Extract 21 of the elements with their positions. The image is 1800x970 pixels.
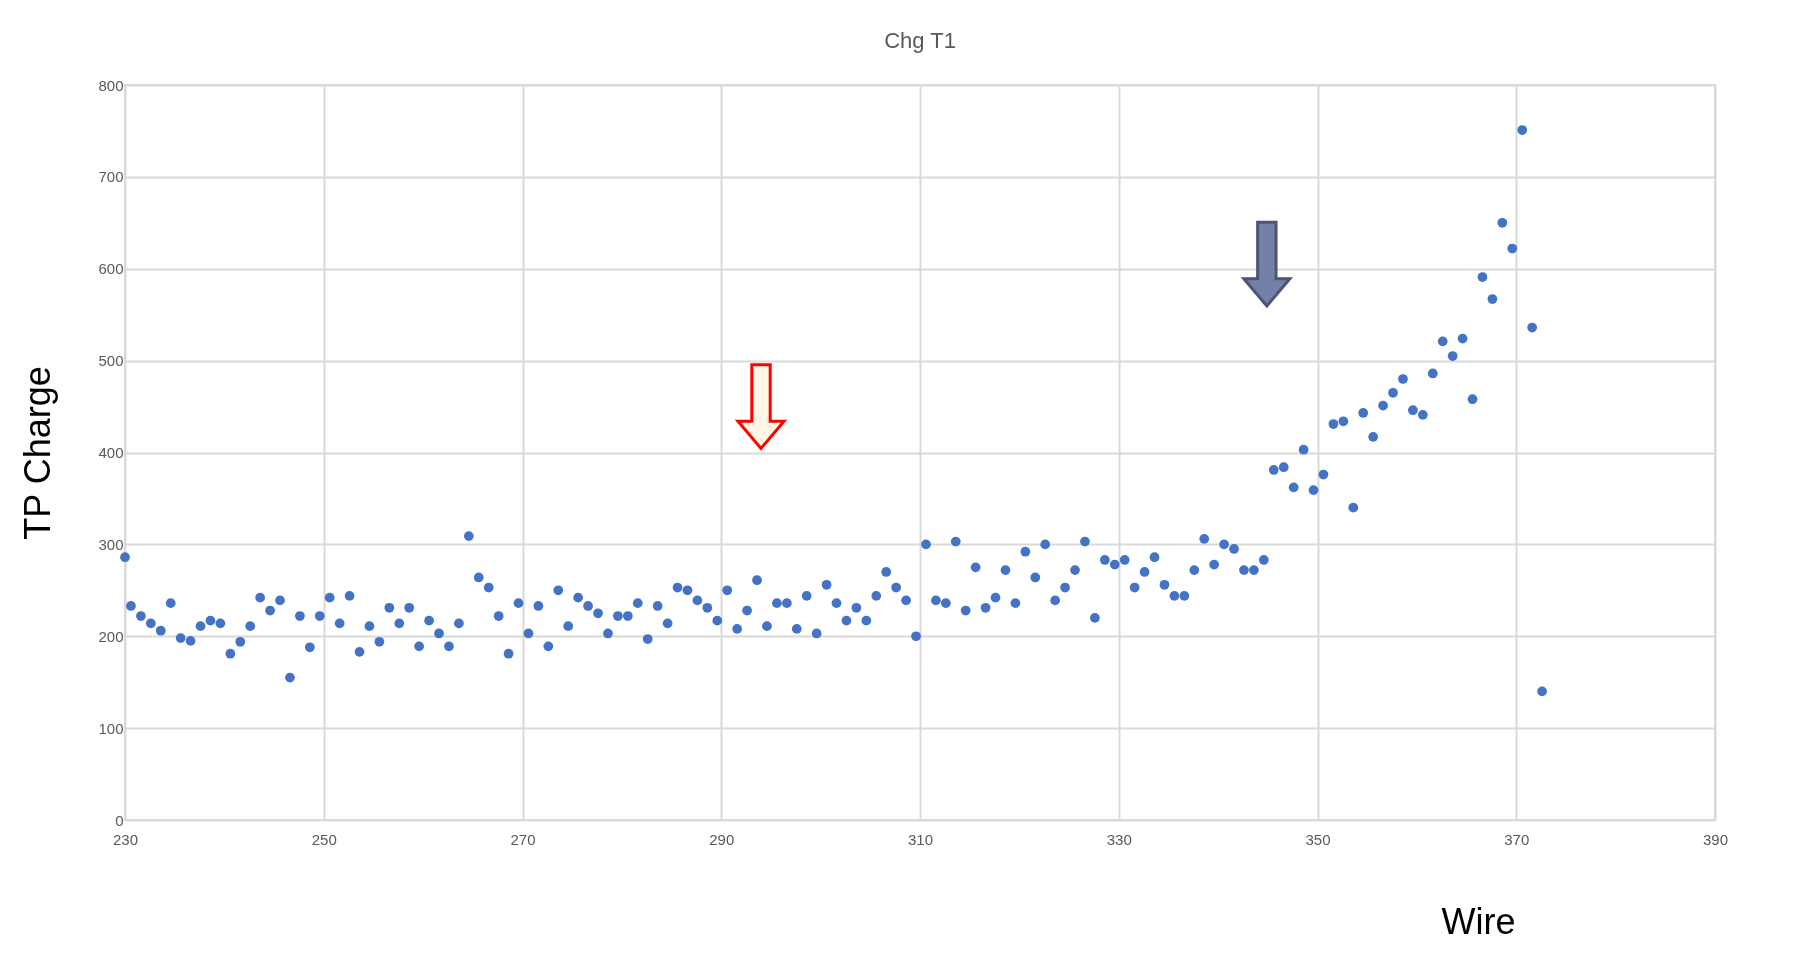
x-tick-label: 290 bbox=[709, 830, 735, 848]
x-tick-label: 330 bbox=[1106, 830, 1132, 848]
chart-title: Chg T1 bbox=[884, 28, 956, 53]
y-tick-label: 0 bbox=[115, 811, 124, 829]
x-tick-label: 250 bbox=[311, 830, 337, 848]
x-tick-label: 390 bbox=[1702, 830, 1729, 848]
y-tick-label: 700 bbox=[98, 168, 124, 186]
y-tick-label: 100 bbox=[98, 719, 124, 737]
y-tick-label: 300 bbox=[98, 535, 124, 553]
y-tick-label: 400 bbox=[98, 444, 124, 461]
x-axis-title: Wire bbox=[1441, 900, 1516, 942]
x-tick-label: 350 bbox=[1305, 830, 1331, 848]
y-tick-label: 600 bbox=[98, 260, 124, 278]
x-tick-label: 370 bbox=[1504, 830, 1530, 848]
x-tick-label: 230 bbox=[112, 830, 139, 848]
x-tick-label: 310 bbox=[907, 830, 934, 848]
y-axis-title: TP Charge bbox=[17, 366, 59, 540]
x-tick-label: 270 bbox=[510, 830, 536, 848]
y-tick-label: 200 bbox=[98, 627, 124, 645]
y-tick-label: 800 bbox=[98, 76, 124, 94]
y-tick-label: 500 bbox=[98, 352, 124, 370]
